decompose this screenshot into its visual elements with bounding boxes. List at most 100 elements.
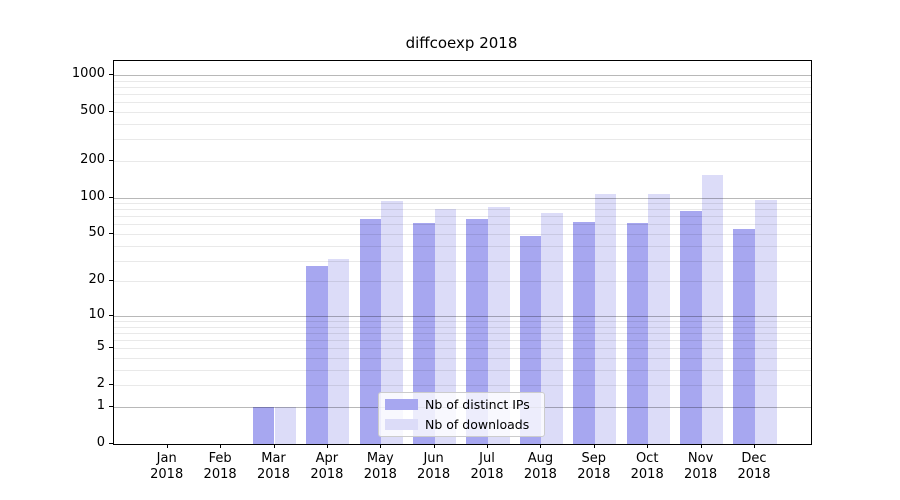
bar-distinct-ips-may — [359, 219, 382, 444]
y-tick-label: 500 — [80, 102, 105, 118]
x-tick-label-jul: Jul 2018 — [455, 451, 519, 483]
x-tick-year: 2018 — [737, 467, 771, 482]
x-tick-year: 2018 — [630, 467, 664, 482]
legend-swatch-downloads — [385, 418, 418, 430]
y-tick-mark — [109, 73, 113, 75]
y-tick-label: 0 — [96, 435, 105, 450]
x-tick-year: 2018 — [203, 467, 237, 482]
y-tick-label: 50 — [88, 225, 105, 240]
legend-label-distinct-ips: Nb of distinct IPs — [425, 397, 530, 413]
x-tick-mark — [540, 444, 542, 448]
x-tick-month: Jun — [423, 451, 444, 466]
x-tick-year: 2018 — [150, 467, 184, 482]
bar-downloads-may — [381, 201, 403, 444]
legend-item-distinct-ips: Nb of distinct IPs — [385, 397, 536, 413]
y-tick-mark — [109, 196, 113, 198]
legend: Nb of distinct IPs Nb of downloads — [378, 392, 545, 437]
x-tick-month: Apr — [315, 451, 339, 466]
legend-label-downloads: Nb of downloads — [425, 416, 530, 432]
x-tick-year: 2018 — [363, 467, 397, 482]
legend-item-downloads: Nb of downloads — [385, 417, 536, 433]
x-tick-month: Dec — [741, 451, 767, 466]
y-tick-label: 1000 — [71, 65, 105, 81]
bar-downloads-nov — [701, 174, 724, 444]
x-tick-month: Oct — [635, 451, 659, 466]
x-tick-label-nov: Nov 2018 — [669, 451, 733, 483]
x-tick-month: Nov — [687, 451, 714, 466]
chart-title: diffcoexp 2018 — [405, 34, 518, 52]
y-tick-label: 1 — [96, 398, 105, 413]
y-tick-label: 2 — [96, 376, 105, 392]
x-tick-mark — [166, 444, 168, 448]
y-tick-label: 5 — [96, 339, 105, 355]
x-tick-mark — [220, 444, 222, 448]
bar-distinct-ips-nov — [680, 210, 702, 444]
y-tick-label: 100 — [80, 188, 105, 204]
bar-downloads-mar — [274, 407, 297, 444]
plot-area — [113, 60, 812, 445]
x-tick-month: Feb — [208, 451, 232, 466]
bar-downloads-dec — [755, 199, 777, 444]
y-tick-mark — [109, 406, 113, 407]
x-tick-mark — [380, 444, 382, 448]
bar-distinct-ips-jun — [413, 222, 435, 444]
y-tick-mark — [109, 384, 113, 386]
x-tick-month: May — [366, 451, 394, 466]
x-tick-month: Jul — [479, 451, 495, 466]
x-tick-label-mar: Mar 2018 — [242, 451, 306, 483]
bar-downloads-oct — [648, 194, 670, 444]
bar-downloads-aug — [541, 212, 563, 444]
x-tick-mark — [433, 444, 435, 448]
bar-downloads-sep — [594, 194, 617, 444]
x-tick-label-apr: Apr 2018 — [295, 451, 359, 483]
y-tick-mark — [109, 159, 113, 161]
x-tick-label-feb: Feb 2018 — [188, 451, 252, 483]
x-tick-year: 2018 — [256, 467, 291, 482]
x-tick-mark — [754, 444, 755, 448]
y-tick-label: 20 — [88, 272, 105, 288]
y-tick-mark — [109, 280, 113, 282]
bars-layer — [114, 61, 811, 444]
bar-distinct-ips-sep — [573, 221, 595, 444]
bar-distinct-ips-mar — [252, 407, 275, 444]
x-tick-mark — [487, 444, 488, 448]
x-tick-mark — [700, 444, 702, 448]
x-tick-year: 2018 — [417, 467, 451, 482]
x-tick-label-oct: Oct 2018 — [615, 451, 679, 483]
legend-swatch-distinct-ips — [385, 399, 418, 411]
y-tick-mark — [109, 443, 113, 444]
x-tick-label-may: May 2018 — [348, 451, 412, 483]
x-tick-year: 2018 — [684, 467, 718, 482]
bar-downloads-apr — [327, 258, 350, 444]
y-tick-mark — [109, 233, 113, 234]
x-tick-month: Jan — [156, 451, 177, 466]
y-tick-mark — [109, 347, 113, 349]
x-tick-mark — [593, 444, 595, 448]
x-tick-label-dec: Dec 2018 — [722, 451, 786, 483]
x-tick-mark — [326, 444, 328, 448]
y-tick-label: 200 — [80, 151, 105, 167]
x-tick-year: 2018 — [523, 467, 557, 482]
x-tick-month: Aug — [527, 451, 554, 466]
bar-downloads-jun — [434, 209, 457, 444]
x-tick-label-jun: Jun 2018 — [402, 451, 466, 483]
x-tick-year: 2018 — [470, 467, 504, 482]
x-tick-mark — [647, 444, 649, 448]
bar-downloads-jul — [488, 207, 510, 444]
x-tick-month: Sep — [581, 451, 607, 466]
y-tick-mark — [109, 314, 113, 316]
y-tick-label: 10 — [88, 306, 105, 322]
bar-distinct-ips-jul — [466, 219, 488, 444]
x-tick-year: 2018 — [310, 467, 344, 482]
x-tick-month: Mar — [261, 451, 286, 466]
x-tick-mark — [273, 444, 275, 448]
x-tick-label-aug: Aug 2018 — [508, 451, 572, 483]
x-tick-label-sep: Sep 2018 — [562, 451, 626, 483]
x-tick-year: 2018 — [577, 467, 611, 482]
x-tick-label-jan: Jan 2018 — [135, 451, 199, 483]
bar-distinct-ips-oct — [626, 222, 649, 444]
bar-distinct-ips-apr — [306, 266, 328, 444]
y-tick-mark — [109, 110, 113, 112]
bar-distinct-ips-dec — [733, 229, 755, 444]
